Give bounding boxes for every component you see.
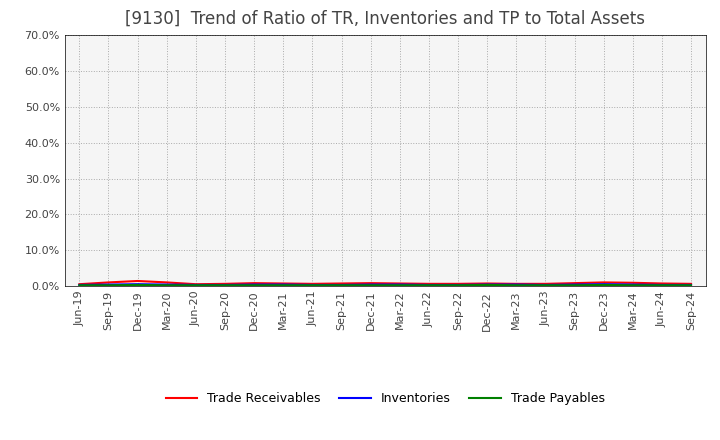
Trade Payables — [629, 282, 637, 288]
Inventories — [570, 282, 579, 287]
Inventories — [308, 282, 317, 288]
Inventories — [599, 282, 608, 287]
Trade Payables — [366, 282, 375, 288]
Inventories — [250, 282, 258, 287]
Inventories — [279, 282, 287, 287]
Trade Receivables — [366, 280, 375, 286]
Inventories — [133, 282, 142, 287]
Trade Receivables — [483, 281, 492, 286]
Inventories — [337, 282, 346, 288]
Trade Payables — [454, 282, 462, 288]
Trade Receivables — [687, 281, 696, 286]
Inventories — [512, 282, 521, 287]
Trade Payables — [75, 282, 84, 288]
Inventories — [687, 282, 696, 288]
Line: Inventories: Inventories — [79, 284, 691, 285]
Trade Receivables — [395, 281, 404, 286]
Legend: Trade Receivables, Inventories, Trade Payables: Trade Receivables, Inventories, Trade Pa… — [161, 387, 610, 410]
Trade Payables — [395, 282, 404, 288]
Inventories — [104, 282, 113, 287]
Inventories — [629, 282, 637, 287]
Inventories — [541, 282, 550, 288]
Trade Receivables — [192, 282, 200, 287]
Inventories — [425, 282, 433, 288]
Inventories — [75, 282, 84, 288]
Inventories — [220, 282, 229, 288]
Trade Receivables — [220, 281, 229, 286]
Trade Receivables — [104, 280, 113, 285]
Inventories — [366, 282, 375, 287]
Trade Payables — [220, 282, 229, 288]
Inventories — [483, 282, 492, 287]
Trade Receivables — [454, 281, 462, 286]
Trade Payables — [657, 282, 666, 288]
Trade Payables — [337, 282, 346, 288]
Trade Receivables — [425, 281, 433, 286]
Inventories — [657, 282, 666, 288]
Trade Receivables — [570, 280, 579, 286]
Trade Payables — [599, 282, 608, 288]
Trade Payables — [163, 282, 171, 288]
Trade Receivables — [75, 282, 84, 287]
Trade Payables — [570, 282, 579, 288]
Trade Payables — [250, 282, 258, 288]
Inventories — [192, 282, 200, 288]
Inventories — [163, 282, 171, 287]
Trade Receivables — [512, 281, 521, 286]
Trade Receivables — [250, 280, 258, 286]
Trade Receivables — [629, 280, 637, 286]
Trade Payables — [104, 282, 113, 288]
Inventories — [454, 282, 462, 288]
Trade Receivables — [279, 281, 287, 286]
Trade Payables — [483, 282, 492, 288]
Line: Trade Receivables: Trade Receivables — [79, 281, 691, 284]
Trade Payables — [133, 282, 142, 288]
Trade Payables — [541, 282, 550, 288]
Title: [9130]  Trend of Ratio of TR, Inventories and TP to Total Assets: [9130] Trend of Ratio of TR, Inventories… — [125, 10, 645, 28]
Trade Receivables — [657, 281, 666, 286]
Trade Receivables — [133, 279, 142, 284]
Trade Payables — [279, 282, 287, 288]
Trade Payables — [687, 282, 696, 288]
Trade Payables — [192, 282, 200, 288]
Trade Receivables — [308, 281, 317, 286]
Trade Receivables — [541, 281, 550, 286]
Trade Receivables — [163, 280, 171, 285]
Trade Payables — [308, 282, 317, 288]
Trade Payables — [512, 282, 521, 288]
Trade Receivables — [337, 281, 346, 286]
Inventories — [395, 282, 404, 287]
Trade Payables — [425, 282, 433, 288]
Trade Receivables — [599, 280, 608, 285]
